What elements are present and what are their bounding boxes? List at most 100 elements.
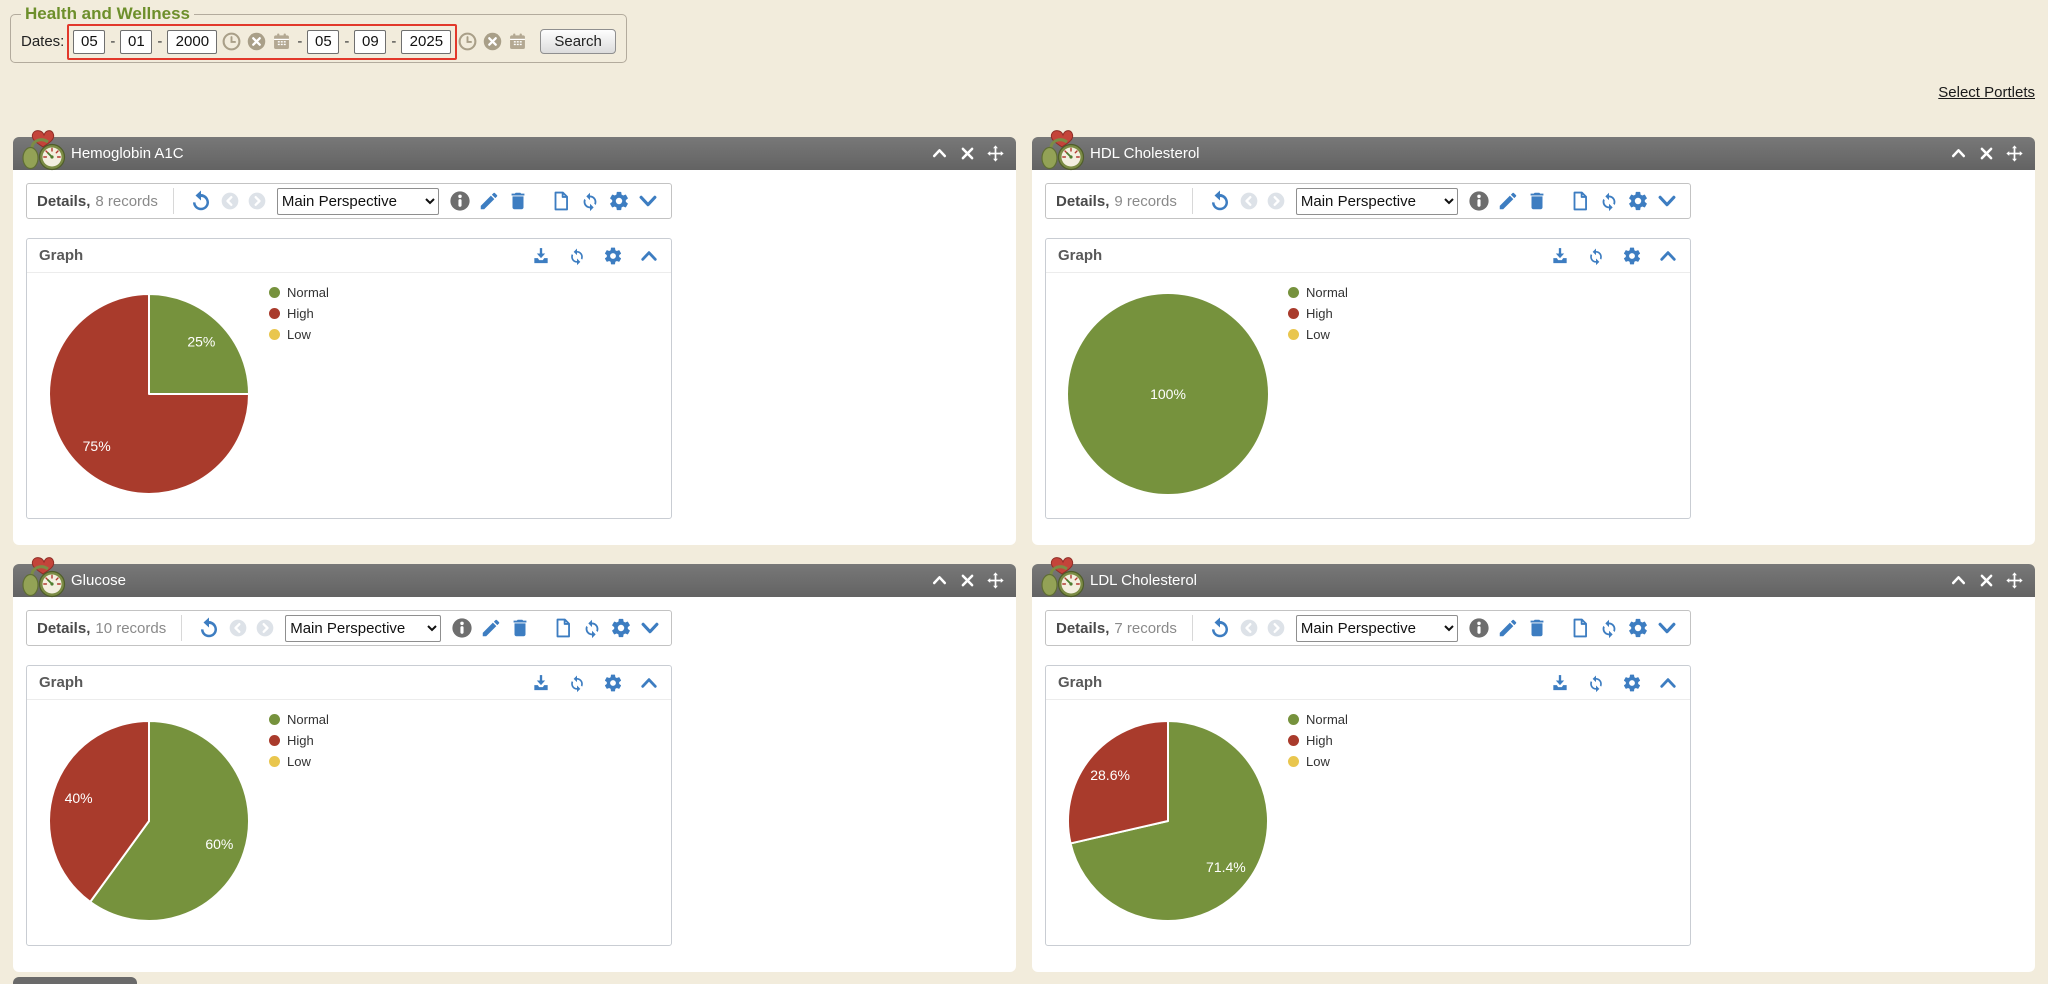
perspective-select[interactable]: Main Perspective	[285, 614, 441, 642]
legend-label: Low	[287, 754, 311, 769]
graph-title: Graph	[39, 674, 84, 691]
refresh-icon[interactable]	[581, 617, 603, 639]
from-day-input[interactable]	[120, 29, 153, 54]
delete-icon[interactable]	[509, 617, 531, 639]
to-year-input[interactable]	[401, 29, 452, 54]
to-day-input[interactable]	[354, 29, 387, 54]
info-icon[interactable]	[1468, 617, 1490, 639]
graph-header: Graph	[1046, 239, 1690, 273]
previous-icon[interactable]	[1239, 618, 1259, 638]
details-label: Details,	[37, 619, 91, 637]
graph-title: Graph	[1058, 247, 1103, 264]
refresh-icon[interactable]	[1598, 190, 1620, 212]
to-clear-icon[interactable]	[482, 31, 503, 52]
close-portlet-icon[interactable]	[1978, 145, 1995, 162]
graph-settings-icon[interactable]	[1622, 246, 1642, 266]
settings-icon[interactable]	[610, 617, 632, 639]
graph-refresh-icon[interactable]	[1586, 673, 1606, 693]
previous-icon[interactable]	[1239, 191, 1259, 211]
to-month-input[interactable]	[307, 29, 340, 54]
graph-collapse-icon[interactable]	[1658, 673, 1678, 693]
download-icon[interactable]	[1550, 246, 1570, 266]
graph-collapse-icon[interactable]	[639, 673, 659, 693]
new-record-icon[interactable]	[1569, 190, 1591, 212]
download-icon[interactable]	[531, 673, 551, 693]
portlet: Hemoglobin A1C Details, 8 records Main P…	[13, 130, 1016, 545]
collapse-portlet-icon[interactable]	[931, 572, 948, 589]
new-record-icon[interactable]	[550, 190, 572, 212]
download-icon[interactable]	[1550, 673, 1570, 693]
previous-icon[interactable]	[228, 618, 248, 638]
refresh-icon[interactable]	[1598, 617, 1620, 639]
delete-icon[interactable]	[507, 190, 529, 212]
undo-icon[interactable]	[1208, 616, 1232, 640]
graph-title: Graph	[39, 247, 84, 264]
expand-icon[interactable]	[1656, 617, 1678, 639]
graph-header: Graph	[27, 239, 671, 273]
graph-panel: Graph 71.4% 28.6% Normal High Low	[1045, 665, 1691, 946]
info-icon[interactable]	[449, 190, 471, 212]
expand-icon[interactable]	[639, 617, 661, 639]
to-calendar-icon[interactable]	[507, 31, 528, 52]
pie-chart: 71.4% 28.6%	[1067, 720, 1269, 922]
graph-settings-icon[interactable]	[603, 246, 623, 266]
from-clock-icon[interactable]	[221, 31, 242, 52]
edit-icon[interactable]	[478, 190, 500, 212]
graph-refresh-icon[interactable]	[1586, 246, 1606, 266]
search-button[interactable]: Search	[540, 29, 616, 54]
graph-collapse-icon[interactable]	[1658, 246, 1678, 266]
delete-icon[interactable]	[1526, 190, 1548, 212]
info-icon[interactable]	[1468, 190, 1490, 212]
next-icon[interactable]	[1266, 618, 1286, 638]
settings-icon[interactable]	[1627, 190, 1649, 212]
next-icon[interactable]	[1266, 191, 1286, 211]
graph-settings-icon[interactable]	[1622, 673, 1642, 693]
refresh-icon[interactable]	[579, 190, 601, 212]
from-month-input[interactable]	[73, 29, 106, 54]
settings-icon[interactable]	[1627, 617, 1649, 639]
edit-icon[interactable]	[480, 617, 502, 639]
portlet-body: Details, 7 records Main Perspective Grap…	[1032, 597, 2035, 972]
collapse-portlet-icon[interactable]	[1950, 572, 1967, 589]
to-clock-icon[interactable]	[457, 31, 478, 52]
from-year-input[interactable]	[167, 29, 218, 54]
edit-icon[interactable]	[1497, 617, 1519, 639]
from-clear-icon[interactable]	[246, 31, 267, 52]
graph-refresh-icon[interactable]	[567, 673, 587, 693]
delete-icon[interactable]	[1526, 617, 1548, 639]
graph-refresh-icon[interactable]	[567, 246, 587, 266]
settings-icon[interactable]	[608, 190, 630, 212]
expand-icon[interactable]	[1656, 190, 1678, 212]
previous-icon[interactable]	[220, 191, 240, 211]
move-portlet-icon[interactable]	[987, 145, 1004, 162]
download-icon[interactable]	[531, 246, 551, 266]
perspective-select[interactable]: Main Perspective	[276, 187, 439, 215]
close-portlet-icon[interactable]	[1978, 572, 1995, 589]
next-icon[interactable]	[247, 191, 267, 211]
graph-panel: Graph 100% Normal High Low	[1045, 238, 1691, 519]
next-icon[interactable]	[255, 618, 275, 638]
move-portlet-icon[interactable]	[2006, 145, 2023, 162]
from-calendar-icon[interactable]	[271, 31, 292, 52]
undo-icon[interactable]	[189, 189, 213, 213]
select-portlets-link[interactable]: Select Portlets	[1938, 84, 2035, 101]
perspective-select[interactable]: Main Perspective	[1295, 187, 1458, 215]
new-record-icon[interactable]	[552, 617, 574, 639]
perspective-select[interactable]: Main Perspective	[1295, 614, 1458, 642]
undo-icon[interactable]	[1208, 189, 1232, 213]
new-record-icon[interactable]	[1569, 617, 1591, 639]
graph-collapse-icon[interactable]	[639, 246, 659, 266]
health-gauge-icon	[22, 130, 66, 171]
expand-icon[interactable]	[637, 190, 659, 212]
info-icon[interactable]	[451, 617, 473, 639]
collapse-portlet-icon[interactable]	[931, 145, 948, 162]
close-portlet-icon[interactable]	[959, 572, 976, 589]
move-portlet-icon[interactable]	[2006, 572, 2023, 589]
graph-settings-icon[interactable]	[603, 673, 623, 693]
move-portlet-icon[interactable]	[987, 572, 1004, 589]
collapse-portlet-icon[interactable]	[1950, 145, 1967, 162]
edit-icon[interactable]	[1497, 190, 1519, 212]
portlet: HDL Cholesterol Details, 9 records Main …	[1032, 130, 2035, 545]
undo-icon[interactable]	[197, 616, 221, 640]
close-portlet-icon[interactable]	[959, 145, 976, 162]
